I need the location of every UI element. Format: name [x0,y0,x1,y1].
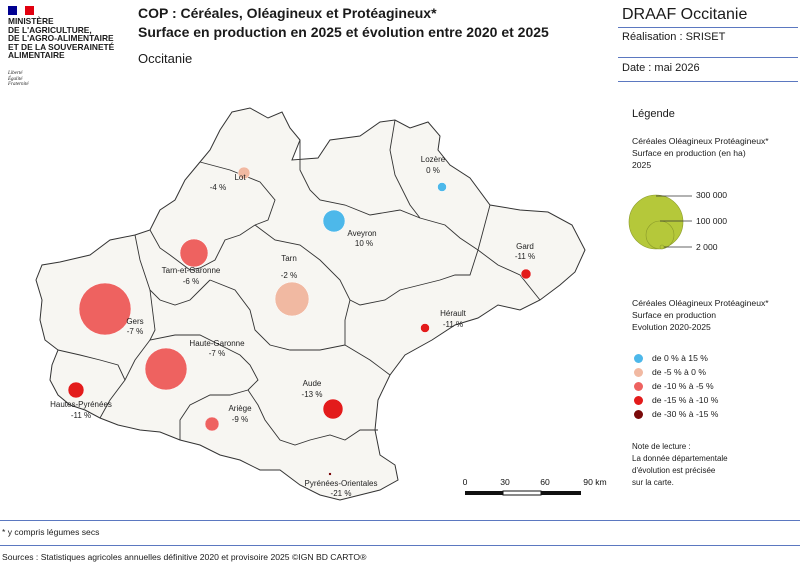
region-outline [35,107,586,501]
footer-divider [0,520,800,521]
dept-change-lot: -4 % [210,183,226,192]
legend-circle-100000 [645,220,675,250]
map-title-line2: Surface en production en 2025 et évoluti… [138,24,549,40]
dept-change-ariege: -9 % [232,415,248,424]
dept-change-haute-garonne: -7 % [209,349,225,358]
dept-change-tarn: -2 % [281,271,297,280]
department-boundaries [57,119,541,446]
scale-segment [502,490,542,496]
dept-change-hautes-pyrenees: -11 % [71,411,91,420]
symbol-lozere [437,182,447,192]
organization-name: DRAAF Occitanie [622,6,748,23]
footnote: * y compris légumes secs [2,527,100,537]
footer-divider [0,545,800,546]
dept-label-gard: Gard [516,242,534,251]
legend-class-swatch [634,353,643,363]
scale-segment [541,491,581,495]
realisation-text: Réalisation : SRISET [622,31,726,43]
legend-circle-2000 [659,244,665,250]
header-divider [618,27,798,28]
legend-class-label: de -15 % à -10 % [652,395,719,405]
scale-tick-0: 0 [463,477,468,487]
dept-change-lozere: 0 % [426,166,440,175]
legend-class-row: de 0 % à 15 % [634,353,708,363]
dept-label-aveyron: Aveyron [347,229,376,238]
department-labels: Lot -4 % Lozère 0 % Aveyron 10 % Gard -1… [50,155,535,498]
dept-label-ariege: Ariège [228,404,252,413]
dept-change-herault: -11 % [443,320,463,329]
dept-change-tarn-et-garonne: -6 % [183,277,199,286]
sources-text: Sources : Statistiques agricoles annuell… [2,552,367,562]
legend-class-row: de -10 % à -5 % [634,381,714,391]
dept-label-herault: Hérault [440,309,467,318]
symbol-pyrenees-orientales [328,472,332,476]
dept-label-tarn-et-garonne: Tarn-et-Garonne [162,266,221,275]
symbol-tarn-et-garonne [179,238,209,268]
symbol-herault [420,323,430,333]
scale-tick-30: 30 [500,477,510,487]
scale-segment [465,491,503,495]
dept-change-aveyron: 10 % [355,239,373,248]
dept-label-gers: Gers [126,317,143,326]
dept-change-gers: -7 % [127,327,143,336]
dept-change-aude: -13 % [302,390,323,399]
symbol-gers [78,282,132,336]
legend-class-swatch [634,381,643,391]
map-title-line1: COP : Céréales, Oléagineux et Protéagine… [138,5,437,21]
republic-motto: Liberté Égalité Fraternité [8,71,29,88]
occitanie-map: Lot -4 % Lozère 0 % Aveyron 10 % Gard -1… [35,107,607,501]
dept-change-pyrenees-orientales: -21 % [331,489,352,498]
legend-size-300000: 300 000 [696,190,728,200]
date-text: Date : mai 2026 [622,62,700,74]
legend-class-row: de -30 % à -15 % [634,409,718,419]
symbol-gard [520,268,532,280]
symbol-ariege [204,416,220,432]
scale-tick-60: 60 [540,477,550,487]
symbol-aude [322,398,344,420]
legend-class-row: de -5 % à 0 % [634,367,706,377]
symbol-aveyron [322,209,346,233]
dept-label-tarn: Tarn [281,254,297,263]
legend-class-label: de -5 % à 0 % [652,367,706,377]
dept-label-lot: Lot [234,173,246,182]
legend-class-label: de -30 % à -15 % [652,409,719,419]
legend-class-swatch [634,367,643,377]
legend-class-label: de -10 % à -5 % [652,381,714,391]
symbol-haute-garonne [144,347,188,391]
symbol-tarn [274,281,310,317]
symbol-lot [237,166,251,180]
header-divider [618,57,798,58]
dept-change-gard: -11 % [515,252,535,261]
legend-size-symbols [628,194,692,250]
legend-class-row: de -15 % à -10 % [634,395,718,405]
legend-class-swatch [634,409,643,419]
legend-class-swatch [634,395,643,405]
legend-size-title: Céréales Oléagineux Protéagineux* Surfac… [632,136,769,170]
dept-label-hautes-pyrenees: Hautes-Pyrénées [50,400,112,409]
legend-size-100000: 100 000 [696,216,728,226]
dept-label-lozere: Lozère [421,155,446,164]
legend-class-label: de 0 % à 15 % [652,353,708,363]
legend-color-title: Céréales Oléagineux Protéagineux* Surfac… [632,298,769,332]
ministry-name: MINISTÈRE DE L'AGRICULTURE, DE L'AGRO-AL… [8,16,115,61]
dept-label-aude: Aude [303,379,322,388]
symbol-hautes-pyrenees [67,381,85,399]
legend-title: Légende [632,108,675,120]
scale-bar: 0 30 60 90 km [463,477,607,496]
scale-tick-90: 90 km [583,477,606,487]
region-subtitle: Occitanie [138,51,193,66]
dept-label-pyrenees-orientales: Pyrénées-Orientales [305,479,378,488]
header-divider [618,81,798,82]
dept-label-haute-garonne: Haute-Garonne [189,339,245,348]
reading-note: Note de lecture : La donnée départementa… [632,442,728,487]
marianne-logo-icon [8,6,35,15]
legend-size-2000: 2 000 [696,242,718,252]
